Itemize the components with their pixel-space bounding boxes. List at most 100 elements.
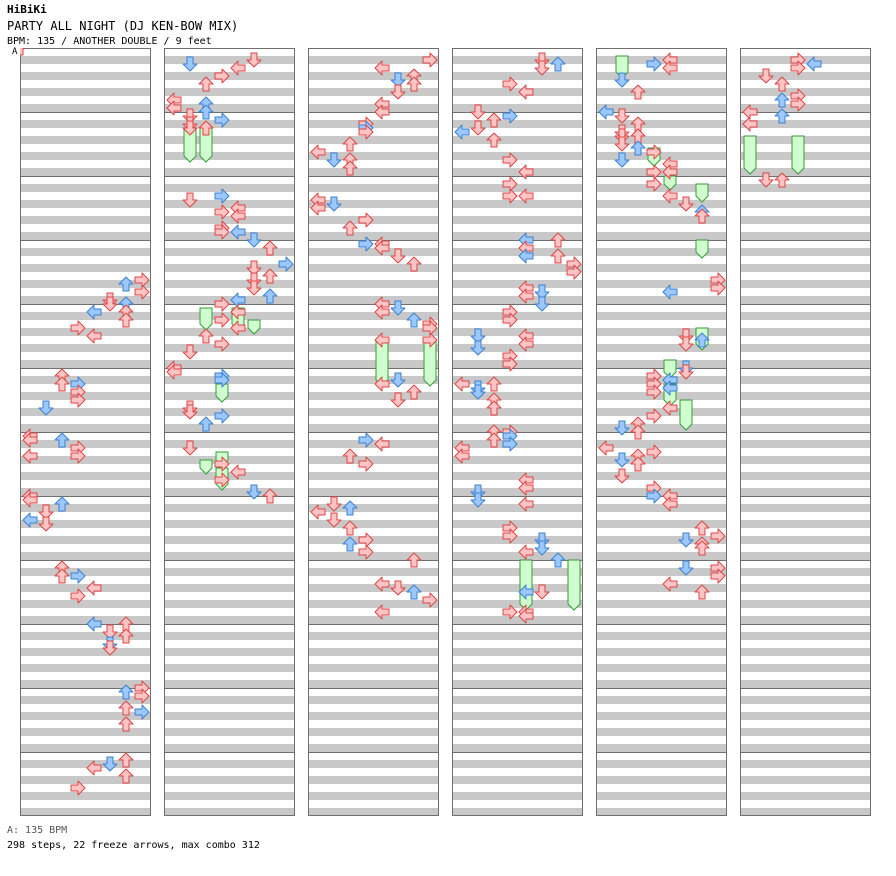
step-arrow-up-icon	[118, 700, 134, 716]
beat-stripe	[164, 56, 295, 64]
step-arrow-right-icon	[70, 568, 86, 584]
step-arrow-right-icon	[214, 472, 230, 488]
step-arrow-up-icon	[342, 136, 358, 152]
beat-stripe	[740, 584, 871, 592]
step-arrow-right-icon	[214, 188, 230, 204]
beat-stripe	[596, 664, 727, 672]
step-arrow-down-icon	[182, 404, 198, 420]
beat-stripe	[308, 648, 439, 656]
step-arrow-right-icon	[502, 528, 518, 544]
step-arrow-right-icon	[790, 60, 806, 76]
beat-stripe	[308, 584, 439, 592]
beat-stripe	[20, 440, 151, 448]
step-arrow-right-icon	[358, 212, 374, 228]
beat-stripe	[308, 568, 439, 576]
beat-stripe	[164, 264, 295, 272]
beat-stripe	[596, 536, 727, 544]
step-arrow-right-icon	[134, 688, 150, 704]
step-arrow-down-icon	[182, 344, 198, 360]
beat-stripe	[452, 424, 583, 432]
beat-stripe	[596, 728, 727, 736]
step-arrow-down-icon	[390, 248, 406, 264]
beat-stripe	[164, 200, 295, 208]
step-arrow-left-icon	[518, 584, 534, 600]
step-arrow-down-icon	[246, 232, 262, 248]
beat-stripe	[740, 136, 871, 144]
step-arrow-right-icon	[214, 112, 230, 128]
beat-stripe	[740, 344, 871, 352]
freeze-arrow-left	[663, 175, 677, 191]
beat-stripe	[20, 280, 151, 288]
beat-stripe	[740, 152, 871, 160]
beat-stripe	[308, 520, 439, 528]
step-arrow-left-icon	[598, 104, 614, 120]
step-arrow-up-icon	[118, 752, 134, 768]
step-arrow-right-icon	[502, 604, 518, 620]
beat-stripe	[164, 808, 295, 816]
step-arrow-up-icon	[550, 248, 566, 264]
beat-stripe	[164, 616, 295, 624]
step-arrow-up-icon	[342, 520, 358, 536]
beat-stripe	[740, 88, 871, 96]
freeze-arrow-right	[215, 383, 229, 403]
step-arrow-right-icon	[70, 588, 86, 604]
beat-stripe	[452, 808, 583, 816]
beat-stripe	[20, 584, 151, 592]
beat-stripe	[308, 264, 439, 272]
step-arrow-up-icon	[406, 384, 422, 400]
column-border	[20, 48, 151, 816]
beat-stripe	[452, 184, 583, 192]
beat-stripe	[596, 120, 727, 128]
beat-stripe	[596, 504, 727, 512]
beat-stripe	[596, 328, 727, 336]
step-arrow-left-icon	[518, 544, 534, 560]
step-arrow-right-icon	[646, 408, 662, 424]
freeze-arrow-up	[695, 239, 709, 259]
beat-stripe	[20, 744, 151, 752]
step-arrow-left-icon	[374, 60, 390, 76]
step-arrow-right-icon	[502, 152, 518, 168]
column-svg	[164, 48, 295, 816]
freeze-arrow-left	[743, 135, 757, 175]
beat-stripe	[452, 552, 583, 560]
beat-stripe	[740, 392, 871, 400]
beat-stripe	[308, 184, 439, 192]
beat-stripe	[164, 552, 295, 560]
beat-stripe	[20, 456, 151, 464]
beat-stripe	[596, 216, 727, 224]
beat-stripe	[308, 456, 439, 464]
step-arrow-right-icon	[358, 456, 374, 472]
beat-stripe	[308, 488, 439, 496]
step-arrow-right-icon	[502, 436, 518, 452]
step-arrow-left-icon	[86, 328, 102, 344]
step-arrow-left-icon	[374, 376, 390, 392]
beat-stripe	[596, 56, 727, 64]
beat-stripe	[452, 568, 583, 576]
step-arrow-down-icon	[614, 152, 630, 168]
chart-stats: 298 steps, 22 freeze arrows, max combo 3…	[7, 840, 260, 851]
step-arrow-up-icon	[630, 140, 646, 156]
beat-stripe	[20, 536, 151, 544]
step-arrow-left-icon	[518, 248, 534, 264]
beat-stripe	[452, 744, 583, 752]
beat-stripe	[20, 344, 151, 352]
beat-stripe	[452, 120, 583, 128]
beat-stripe	[452, 280, 583, 288]
step-arrow-down-icon	[614, 108, 630, 124]
step-arrow-up-icon	[198, 76, 214, 92]
step-arrow-right-icon	[646, 56, 662, 72]
beat-stripe	[596, 488, 727, 496]
beat-stripe	[164, 328, 295, 336]
beat-stripe	[452, 168, 583, 176]
beat-stripe	[20, 520, 151, 528]
beat-stripe	[164, 776, 295, 784]
step-arrow-up-icon	[54, 496, 70, 512]
beat-stripe	[740, 536, 871, 544]
beat-stripe	[164, 584, 295, 592]
beat-stripe	[20, 232, 151, 240]
step-arrow-down-icon	[614, 72, 630, 88]
beat-stripe	[596, 680, 727, 688]
beat-stripe	[740, 456, 871, 464]
column-border	[308, 48, 439, 816]
step-arrow-right-icon	[422, 52, 438, 68]
